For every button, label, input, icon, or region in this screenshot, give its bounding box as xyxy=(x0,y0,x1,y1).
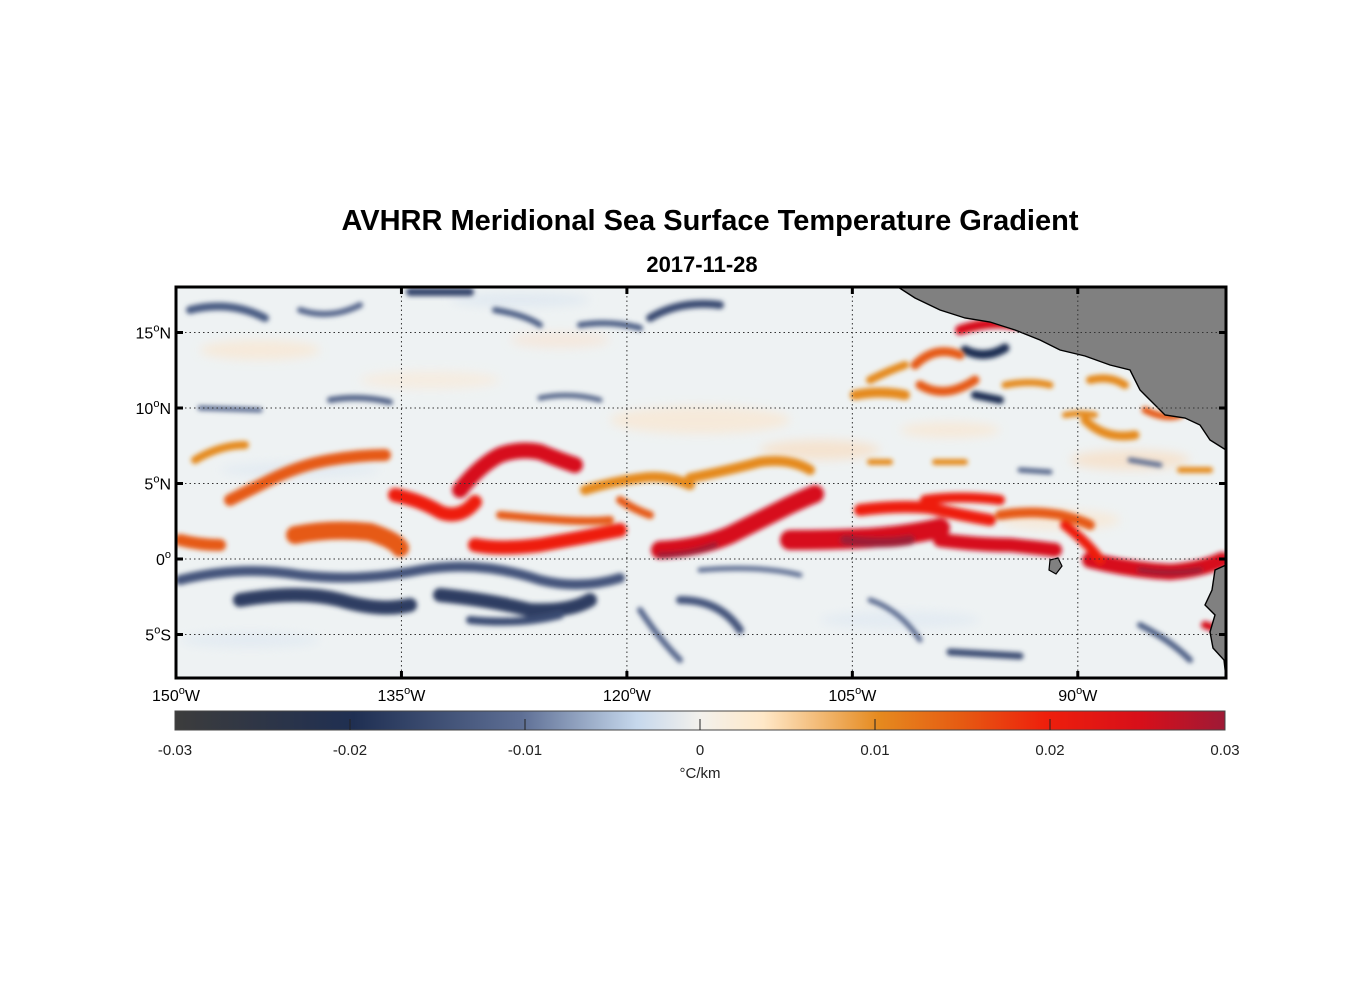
chart-title: AVHRR Meridional Sea Surface Temperature… xyxy=(341,205,1079,237)
colorbar-tick-label: 0.01 xyxy=(860,742,889,759)
lat-label: 15oN xyxy=(136,323,171,343)
frame-ticks xyxy=(174,287,1226,678)
field-background xyxy=(176,287,1226,678)
positive-gradient-features xyxy=(176,318,1226,634)
colorbar-unit: °C/km xyxy=(680,765,721,782)
lon-label: 105oW xyxy=(828,685,877,705)
negative-gradient-features xyxy=(176,288,1218,663)
colorbar: -0.03 -0.02 -0.01 0 0.01 0.02 0.03 °C/km xyxy=(158,710,1240,782)
lat-label: 10oN xyxy=(136,398,171,418)
lon-label: 135oW xyxy=(377,685,426,705)
land-mexico-central-america xyxy=(896,287,1226,451)
lat-label: 5oN xyxy=(144,474,171,494)
chart-subtitle: 2017-11-28 xyxy=(646,252,758,277)
lon-label: 90oW xyxy=(1058,685,1098,705)
longitude-labels: 150oW 135oW 120oW 105oW 90oW xyxy=(152,685,1098,705)
colorbar-tick-label: -0.03 xyxy=(158,742,192,759)
colorbar-tick-label: -0.02 xyxy=(333,742,367,759)
lat-label: 0o xyxy=(156,549,171,569)
land xyxy=(896,287,1226,678)
colorbar-tick-label: 0.03 xyxy=(1210,742,1239,759)
colorbar-tick-label: 0 xyxy=(696,742,704,759)
lat-label: 5oS xyxy=(145,625,171,645)
land-galapagos xyxy=(1048,557,1063,575)
colorbar-tick-label: -0.01 xyxy=(508,742,542,759)
latitude-labels: 15oN 10oN 5oN 0o 5oS xyxy=(136,323,171,645)
lon-label: 150oW xyxy=(152,685,201,705)
lon-label: 120oW xyxy=(603,685,652,705)
gradient-field xyxy=(176,287,1226,678)
colorbar-ticks: -0.03 -0.02 -0.01 0 0.01 0.02 0.03 xyxy=(158,719,1240,759)
colorbar-tick-label: 0.02 xyxy=(1035,742,1064,759)
